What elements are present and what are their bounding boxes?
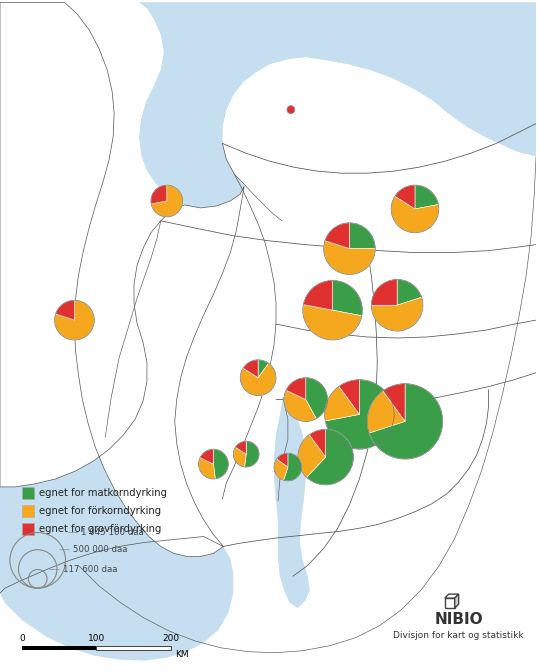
Wedge shape xyxy=(323,241,375,274)
Wedge shape xyxy=(298,435,326,477)
Wedge shape xyxy=(200,449,213,464)
Polygon shape xyxy=(22,646,96,650)
Wedge shape xyxy=(199,458,215,479)
Wedge shape xyxy=(235,442,246,454)
Polygon shape xyxy=(274,398,310,608)
Wedge shape xyxy=(325,380,394,449)
Text: 117 600 daa: 117 600 daa xyxy=(63,565,117,574)
Wedge shape xyxy=(391,196,439,233)
Polygon shape xyxy=(0,3,244,556)
Wedge shape xyxy=(415,185,438,209)
Text: 500 000 daa: 500 000 daa xyxy=(73,545,127,554)
Text: 100: 100 xyxy=(87,634,105,643)
Polygon shape xyxy=(0,3,536,208)
Wedge shape xyxy=(339,380,360,415)
Polygon shape xyxy=(96,646,171,650)
Wedge shape xyxy=(213,449,228,479)
Text: NIBIO: NIBIO xyxy=(434,612,483,628)
Wedge shape xyxy=(276,453,288,467)
Bar xyxy=(22,505,34,517)
Wedge shape xyxy=(303,304,362,340)
Text: egnet for grovfördyrking: egnet for grovfördyrking xyxy=(39,523,161,534)
Polygon shape xyxy=(455,594,458,608)
Wedge shape xyxy=(151,185,183,217)
Wedge shape xyxy=(303,280,333,310)
Wedge shape xyxy=(349,223,375,249)
Wedge shape xyxy=(274,459,288,480)
Wedge shape xyxy=(372,297,423,331)
Wedge shape xyxy=(395,185,415,209)
Text: Divisjon for kart og statistikk: Divisjon for kart og statistikk xyxy=(393,631,524,640)
Wedge shape xyxy=(309,429,326,457)
Text: 1 045 100 daa: 1 045 100 daa xyxy=(82,528,144,537)
Bar xyxy=(22,487,34,499)
Wedge shape xyxy=(397,280,422,305)
Polygon shape xyxy=(445,598,455,608)
Bar xyxy=(22,523,34,534)
Text: 0: 0 xyxy=(19,634,25,643)
Wedge shape xyxy=(287,106,295,114)
Polygon shape xyxy=(0,3,536,208)
Text: KM: KM xyxy=(175,650,188,659)
Wedge shape xyxy=(307,429,353,485)
Text: egnet for matkorndyrking: egnet for matkorndyrking xyxy=(39,488,167,498)
Wedge shape xyxy=(151,185,167,204)
Wedge shape xyxy=(383,384,405,421)
Wedge shape xyxy=(325,386,360,421)
Wedge shape xyxy=(325,223,349,249)
Polygon shape xyxy=(0,3,171,487)
Wedge shape xyxy=(372,280,397,305)
Wedge shape xyxy=(333,280,362,316)
Wedge shape xyxy=(55,300,94,340)
Wedge shape xyxy=(245,442,259,467)
Text: 200: 200 xyxy=(162,634,179,643)
Wedge shape xyxy=(233,448,246,467)
Polygon shape xyxy=(445,594,458,598)
Wedge shape xyxy=(243,360,258,378)
Polygon shape xyxy=(0,3,536,669)
Polygon shape xyxy=(0,3,240,556)
Wedge shape xyxy=(367,391,405,433)
Polygon shape xyxy=(0,3,536,669)
Wedge shape xyxy=(284,453,302,481)
Wedge shape xyxy=(369,384,443,459)
Wedge shape xyxy=(284,390,316,421)
Wedge shape xyxy=(258,360,268,378)
Text: egnet for förkorndyrking: egnet for förkorndyrking xyxy=(39,506,161,515)
Polygon shape xyxy=(0,3,233,661)
Wedge shape xyxy=(240,364,276,396)
Wedge shape xyxy=(56,300,75,320)
Wedge shape xyxy=(286,378,306,400)
Wedge shape xyxy=(306,378,328,419)
